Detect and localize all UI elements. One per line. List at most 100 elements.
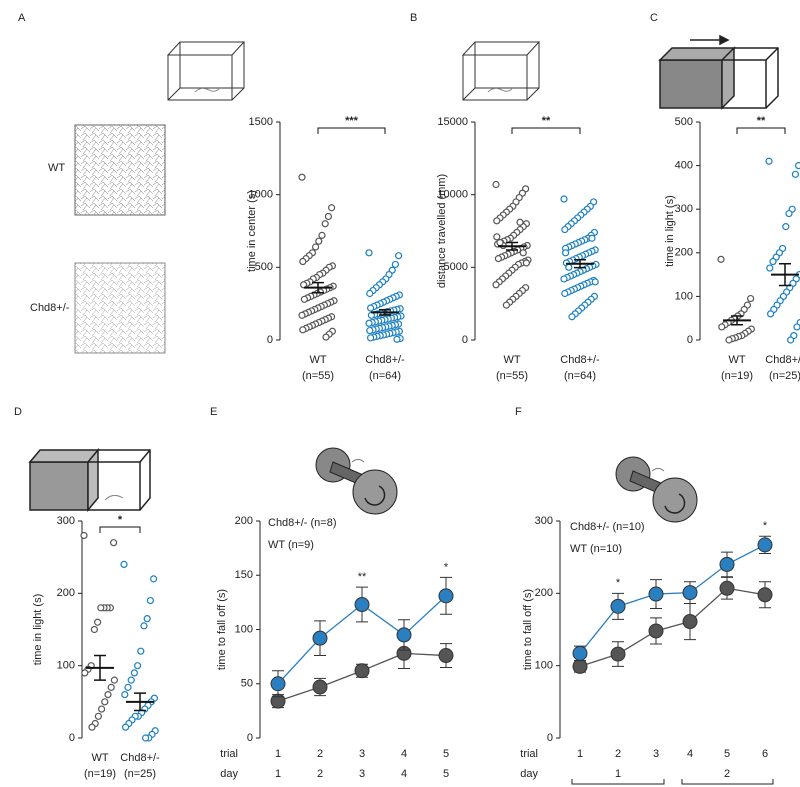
- y-tick-label: 150: [235, 569, 253, 581]
- marker: [438, 588, 454, 604]
- day-label: 3: [359, 768, 365, 780]
- marker: [648, 623, 664, 639]
- data-point: [493, 217, 501, 225]
- data-point: [519, 249, 527, 257]
- sem-bar: [134, 692, 146, 712]
- data-point: [568, 313, 576, 321]
- x-tick-label: 3: [653, 748, 659, 760]
- y-tick-label: 300: [535, 515, 553, 527]
- x-tick-label: 2: [615, 748, 621, 760]
- data-point: [298, 173, 306, 181]
- data-point: [328, 204, 336, 212]
- data-point: [127, 676, 135, 684]
- series-line: [579, 544, 766, 654]
- significance: *: [616, 577, 621, 589]
- y-tick-label: 50: [241, 678, 253, 690]
- data-point: [588, 234, 596, 242]
- panel-label: B: [410, 12, 417, 24]
- y-tick-label: 0: [547, 732, 553, 744]
- marker: [757, 537, 773, 553]
- data-point: [134, 662, 142, 670]
- data-point: [299, 257, 307, 266]
- data-point: [142, 734, 150, 742]
- data-point: [130, 669, 138, 677]
- data-point: [367, 334, 375, 342]
- day-bracket: [681, 779, 774, 785]
- y-tick-label: 0: [247, 732, 253, 744]
- significance: **: [358, 571, 367, 583]
- x-tick-label: 4: [687, 748, 693, 760]
- data-point: [322, 333, 330, 341]
- significance: *: [444, 561, 449, 573]
- trace-wt: [74, 124, 166, 216]
- marker: [682, 614, 698, 630]
- legend-entry: WT (n=10): [570, 543, 622, 555]
- marker: [572, 658, 588, 674]
- y-tick-label: 300: [675, 203, 693, 215]
- data-point: [124, 683, 132, 691]
- x-tick-label: 1: [275, 748, 281, 760]
- data-point: [120, 560, 128, 569]
- x-tick-label: 5: [443, 748, 449, 760]
- data-point: [522, 259, 531, 267]
- sem-bar: [379, 309, 391, 316]
- panel-label: F: [515, 406, 522, 418]
- icon-open-field: [461, 41, 541, 101]
- x-tick-label: 3: [359, 748, 365, 760]
- data-point: [560, 195, 568, 203]
- y-tick-label: 0: [69, 732, 75, 744]
- y-tick-label: 100: [535, 660, 553, 672]
- marker: [312, 679, 328, 695]
- icon-rotarod: [615, 456, 698, 523]
- sem-bar: [506, 241, 518, 251]
- icon-light-dark-box: [658, 34, 779, 110]
- marker: [719, 556, 735, 572]
- day-label: 1: [615, 768, 621, 780]
- data-point: [717, 255, 725, 263]
- data-point: [80, 531, 88, 540]
- x-tick-label: 5: [724, 748, 730, 760]
- data-point: [791, 170, 800, 178]
- y-tick-label: 100: [57, 660, 75, 672]
- data-point: [765, 157, 773, 165]
- significance-bracket: [317, 127, 386, 134]
- data-point: [93, 618, 102, 626]
- panel-label: E: [210, 406, 217, 418]
- x-tick-label: WT: [728, 354, 745, 366]
- panel-label: A: [18, 12, 26, 24]
- data-point: [97, 604, 105, 612]
- y-axis-label: time to fall off (s): [216, 589, 228, 670]
- marker: [270, 676, 286, 692]
- x-row-label: trial: [520, 748, 538, 760]
- data-point: [110, 676, 119, 684]
- data-point: [561, 249, 570, 257]
- y-tick-label: 1000: [249, 189, 273, 201]
- marker: [438, 648, 454, 664]
- legend-entry: WT (n=9): [268, 539, 314, 551]
- panel-label: D: [14, 406, 22, 418]
- day-label: 2: [317, 768, 323, 780]
- marker: [648, 586, 664, 602]
- marker: [572, 645, 588, 661]
- data-point: [300, 295, 308, 303]
- day-label: 4: [401, 768, 407, 780]
- sem-bar: [94, 654, 106, 681]
- data-point: [321, 220, 329, 228]
- y-tick-label: 400: [675, 160, 693, 172]
- data-point: [143, 615, 151, 623]
- marker: [610, 646, 626, 662]
- data-point: [318, 231, 326, 239]
- data-point: [109, 539, 118, 547]
- x-tick-label: Chd8+/-: [120, 752, 160, 764]
- data-point: [393, 335, 401, 343]
- data-point: [502, 301, 510, 309]
- y-tick-label: 300: [57, 515, 75, 527]
- y-tick-label: 500: [675, 116, 693, 128]
- data-point: [298, 311, 306, 319]
- data-point: [312, 243, 320, 251]
- day-bracket: [571, 779, 665, 785]
- marker: [396, 627, 412, 643]
- data-point: [718, 323, 726, 331]
- data-point: [81, 669, 89, 677]
- y-tick-label: 0: [462, 334, 468, 346]
